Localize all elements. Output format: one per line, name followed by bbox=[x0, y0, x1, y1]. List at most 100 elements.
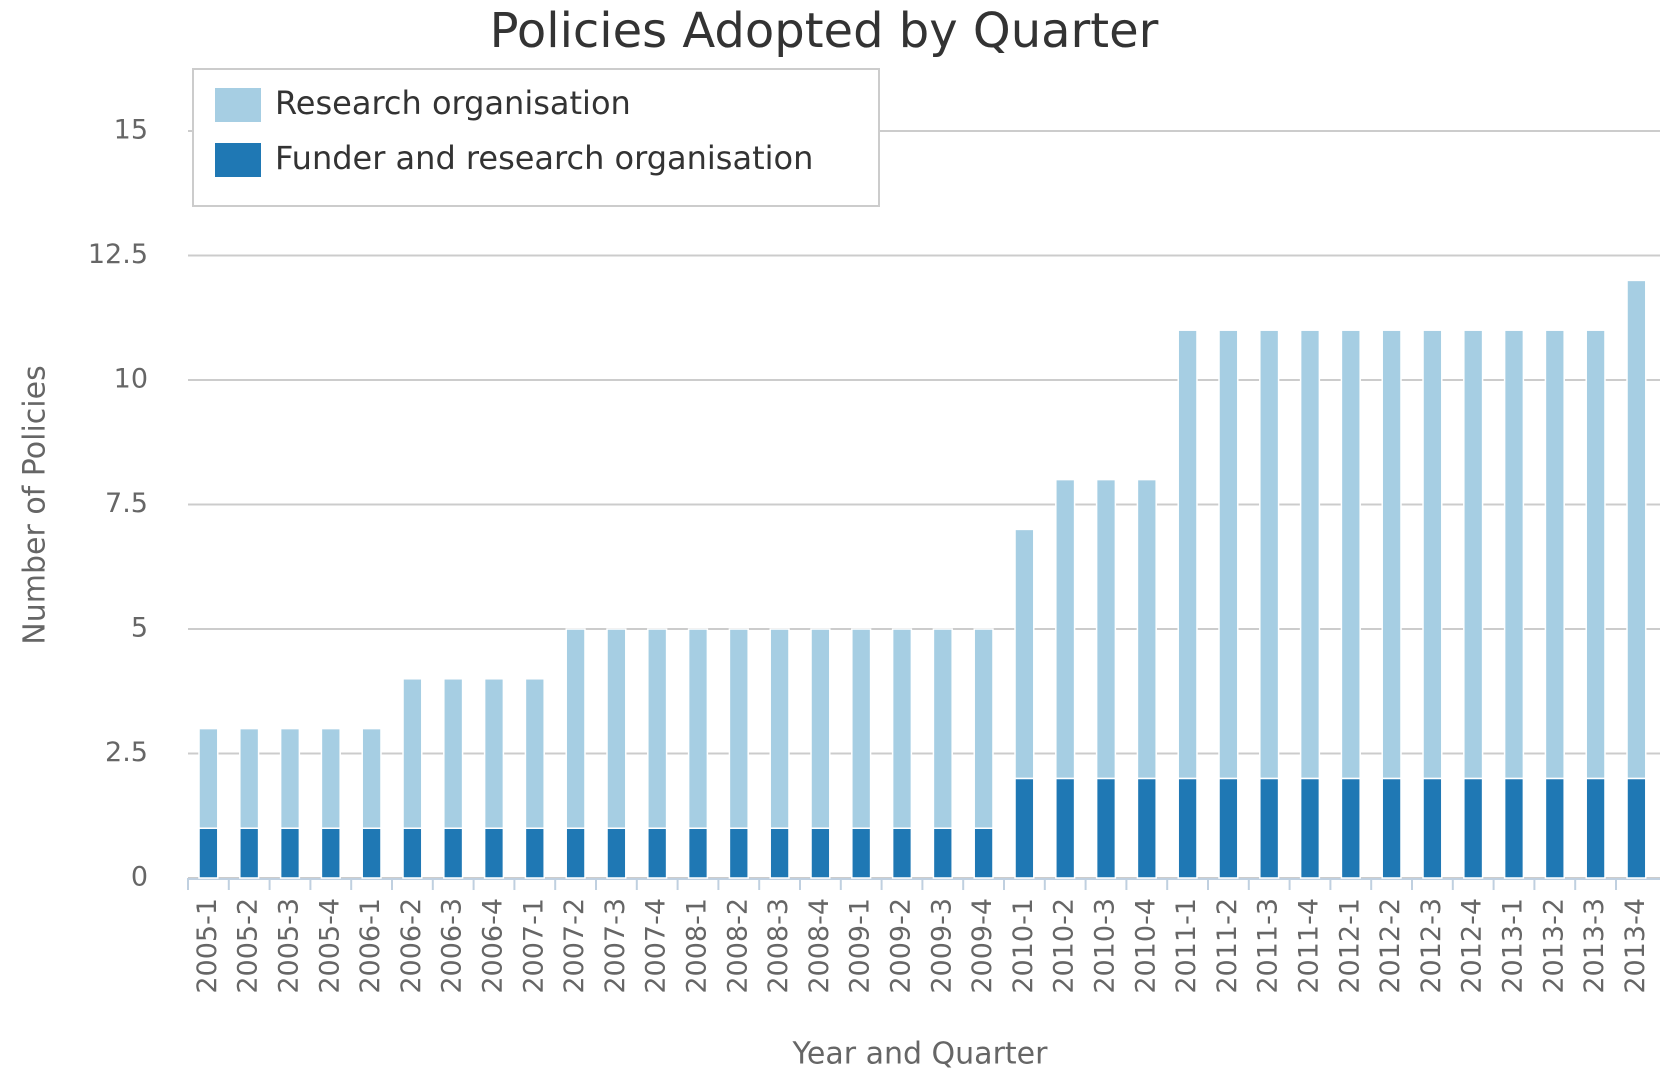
bar-segment bbox=[1014, 777, 1035, 879]
bar-segment bbox=[443, 827, 464, 879]
bar-segment bbox=[891, 827, 913, 879]
bar-segment bbox=[1299, 777, 1321, 879]
legend-swatch bbox=[215, 143, 261, 177]
legend-label: Research organisation bbox=[275, 84, 631, 122]
y-axis-title: Number of Policies bbox=[18, 365, 53, 644]
bar-segment bbox=[606, 628, 627, 829]
x-tick-label: 2006-3 bbox=[437, 898, 468, 994]
bar-segment bbox=[1463, 329, 1484, 780]
bar-segment bbox=[239, 827, 260, 879]
bar-segment bbox=[1177, 329, 1198, 780]
bar-segment bbox=[973, 827, 994, 879]
bar-segment bbox=[1055, 478, 1076, 780]
bar-segment bbox=[1381, 777, 1402, 879]
bar-segment bbox=[443, 678, 464, 829]
bar-segment bbox=[1218, 329, 1239, 780]
bar-segment bbox=[1626, 279, 1647, 780]
x-tick-label: 2007-2 bbox=[559, 898, 590, 994]
x-tick-label: 2007-1 bbox=[518, 898, 549, 994]
bar-segment bbox=[647, 827, 668, 879]
x-tick-label: 2010-4 bbox=[1130, 898, 1161, 994]
bar-segment bbox=[1585, 777, 1606, 879]
x-tick-label: 2013-3 bbox=[1579, 898, 1610, 994]
bar-segment bbox=[483, 678, 505, 829]
bar-segment bbox=[1585, 329, 1606, 780]
x-tick-label: 2009-4 bbox=[967, 898, 998, 994]
bar-segment bbox=[524, 678, 545, 829]
x-tick-label: 2007-3 bbox=[600, 898, 631, 994]
bar-segment bbox=[728, 628, 749, 829]
bar-segment bbox=[1055, 777, 1076, 879]
bar-segment bbox=[1218, 777, 1239, 879]
x-tick-label: 2010-3 bbox=[1090, 898, 1121, 994]
bar-segment bbox=[810, 827, 831, 879]
y-tick-label: 7.5 bbox=[105, 488, 148, 519]
bar-segment bbox=[1136, 478, 1157, 780]
y-tick-label: 15 bbox=[114, 115, 148, 146]
x-tick-label: 2005-4 bbox=[314, 898, 345, 994]
x-tick-label: 2005-2 bbox=[233, 898, 264, 994]
bar-segment bbox=[1177, 777, 1198, 879]
x-tick-label: 2012-3 bbox=[1416, 898, 1447, 994]
bar-segment bbox=[1503, 329, 1525, 780]
bar-segment bbox=[728, 827, 749, 879]
x-tick-label: 2010-1 bbox=[1008, 898, 1039, 994]
bar-segment bbox=[361, 727, 382, 829]
bar-segment bbox=[769, 827, 790, 879]
bar-segment bbox=[1340, 329, 1361, 780]
x-tick-label: 2009-1 bbox=[845, 898, 876, 994]
x-tick-label: 2008-4 bbox=[804, 898, 835, 994]
bar-segment bbox=[483, 827, 505, 879]
y-tick-label: 2.5 bbox=[105, 737, 148, 768]
bar-segment bbox=[524, 827, 545, 879]
bar-segment bbox=[1463, 777, 1484, 879]
bar-segment bbox=[1503, 777, 1525, 879]
bar-segment bbox=[279, 727, 301, 829]
bar-segment bbox=[198, 827, 219, 879]
chart-title: Policies Adopted by Quarter bbox=[490, 3, 1159, 59]
legend-swatch bbox=[215, 88, 261, 122]
x-tick-label: 2007-4 bbox=[641, 898, 672, 994]
legend-box bbox=[192, 68, 880, 207]
y-tick-label: 10 bbox=[114, 364, 148, 395]
bar-segment bbox=[1259, 777, 1280, 879]
x-tick-label: 2005-1 bbox=[192, 898, 223, 994]
x-tick-label: 2009-3 bbox=[926, 898, 957, 994]
y-tick-label: 5 bbox=[131, 613, 148, 644]
bar-segment bbox=[1544, 777, 1565, 879]
x-tick-label: 2009-2 bbox=[886, 898, 917, 994]
bar-segment bbox=[687, 827, 709, 879]
bar-segment bbox=[891, 628, 913, 829]
bar-segment bbox=[973, 628, 994, 829]
y-tick-label: 12.5 bbox=[88, 239, 148, 270]
y-tick-label: 0 bbox=[131, 862, 148, 893]
x-tick-label: 2011-3 bbox=[1253, 898, 1284, 994]
bar-segment bbox=[687, 628, 709, 829]
bar-segment bbox=[1544, 329, 1565, 780]
x-tick-label: 2005-3 bbox=[274, 898, 305, 994]
x-tick-label: 2013-1 bbox=[1498, 898, 1529, 994]
bar-segment bbox=[1014, 528, 1035, 780]
x-tick-label: 2010-2 bbox=[1049, 898, 1080, 994]
x-tick-label: 2008-1 bbox=[682, 898, 713, 994]
x-axis-title: Year and Quarter bbox=[792, 1037, 1049, 1072]
x-tick-label: 2011-4 bbox=[1294, 898, 1325, 994]
bar-segment bbox=[1340, 777, 1361, 879]
bar-segment bbox=[1422, 777, 1443, 879]
x-tick-label: 2013-4 bbox=[1620, 898, 1651, 994]
bar-segment bbox=[606, 827, 627, 879]
bar-segment bbox=[320, 827, 341, 879]
bar-segment bbox=[402, 678, 423, 829]
bar-segment bbox=[279, 827, 301, 879]
x-tick-label: 2006-2 bbox=[396, 898, 427, 994]
bar-segment bbox=[239, 727, 260, 829]
x-tick-label: 2008-2 bbox=[722, 898, 753, 994]
bar-segment bbox=[932, 628, 953, 829]
bar-segment bbox=[647, 628, 668, 829]
x-tick-label: 2012-1 bbox=[1334, 898, 1365, 994]
bar-segment bbox=[932, 827, 953, 879]
bar-segment bbox=[402, 827, 423, 879]
bar-segment bbox=[1259, 329, 1280, 780]
x-tick-label: 2011-1 bbox=[1171, 898, 1202, 994]
